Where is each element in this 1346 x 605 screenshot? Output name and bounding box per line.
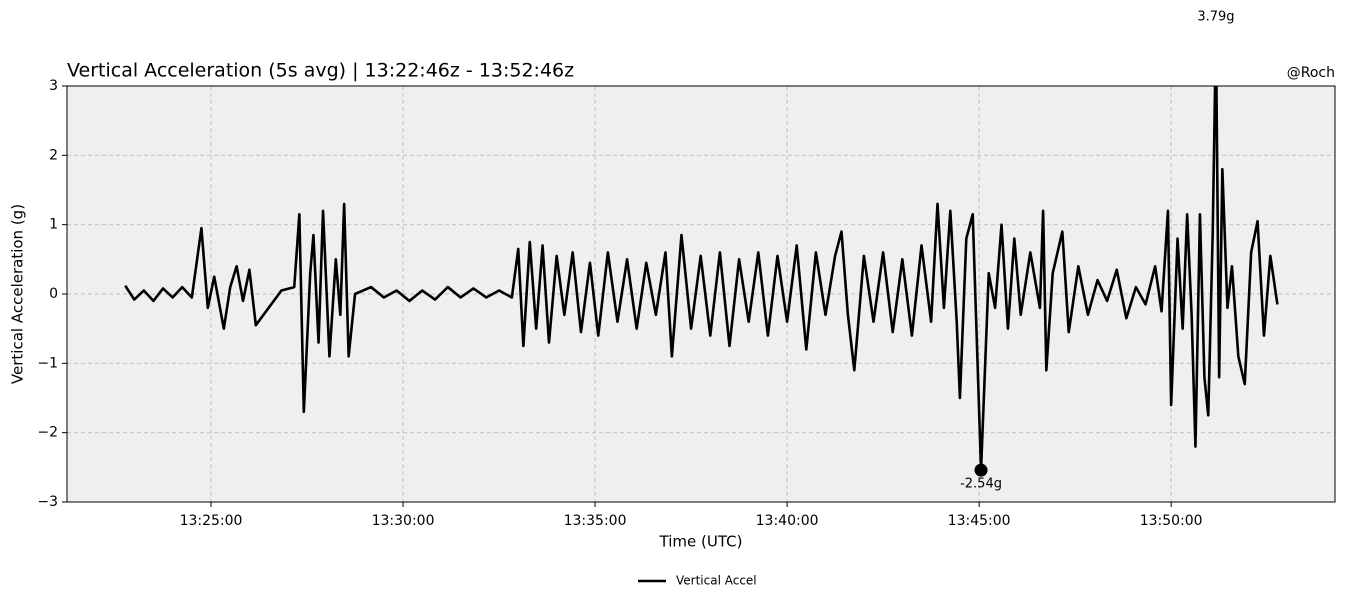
y-tick-label: −1: [37, 355, 58, 371]
x-tick-label: 13:50:00: [1140, 513, 1203, 529]
x-axis-label: Time (UTC): [659, 533, 743, 551]
annotation-marker: [974, 463, 988, 477]
chart-title: Vertical Acceleration (5s avg) | 13:22:4…: [67, 60, 574, 82]
x-tick-label: 13:25:00: [180, 513, 243, 529]
credit: @Roch: [1287, 65, 1335, 81]
y-tick-label: 0: [49, 286, 58, 302]
x-tick-label: 13:40:00: [756, 513, 819, 529]
y-tick-label: −3: [37, 494, 58, 510]
y-tick-label: 3: [49, 78, 58, 94]
annotation-label: 3.79g: [1197, 10, 1234, 25]
annotation-label: -2.54g: [960, 477, 1002, 492]
y-axis-label: Vertical Acceleration (g): [9, 204, 27, 384]
legend-label: Vertical Accel: [676, 574, 757, 588]
x-tick-label: 13:35:00: [564, 513, 627, 529]
x-tick-label: 13:45:00: [948, 513, 1011, 529]
annotation-marker: [1209, 25, 1222, 38]
y-tick-label: 1: [49, 217, 58, 233]
y-tick-label: 2: [49, 147, 58, 163]
data-line: [124, 86, 1279, 472]
y-tick-label: −2: [37, 425, 58, 441]
x-tick-label: 13:30:00: [372, 513, 435, 529]
